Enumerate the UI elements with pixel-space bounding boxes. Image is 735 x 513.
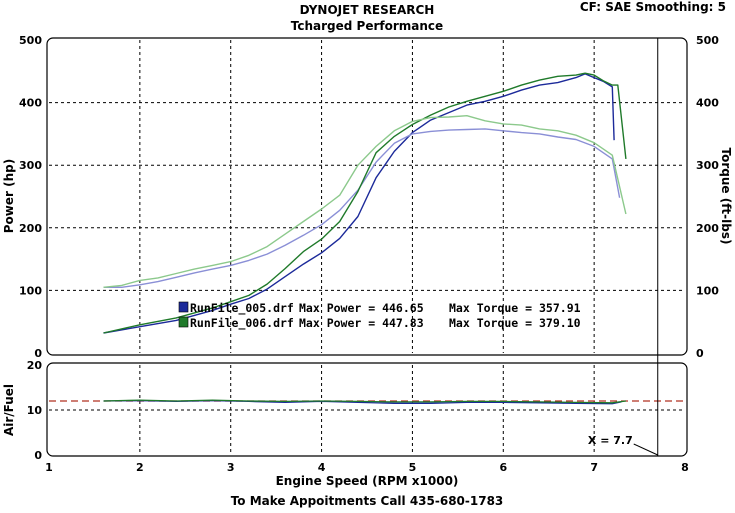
legend-file-run5: RunFile_005.drf — [190, 301, 294, 316]
legend-max-power-run6: Max Power = 447.83 — [299, 316, 424, 330]
x-axis-label: Engine Speed (RPM x1000) — [276, 474, 459, 488]
y-tick-label-torque: 100 — [696, 284, 719, 297]
chart-subtitle: Tcharged Performance — [291, 19, 443, 33]
legend-swatch-run6 — [178, 316, 189, 328]
y-tick-label-power: 400 — [19, 97, 42, 110]
power-torque-gridlines — [49, 40, 685, 353]
air-fuel-runfile-006-drf — [103, 399, 626, 404]
legend: RunFile_005.drf Max Power = 446.65 Max T… — [178, 301, 581, 331]
y-tick-label-torque: 400 — [696, 97, 719, 110]
air-fuel-gridlines — [49, 365, 685, 455]
x-tick-label: 1 — [45, 461, 53, 474]
y-tick-label-torque: 0 — [696, 347, 704, 360]
cursor-readout: X = 7.7 — [588, 434, 633, 447]
curve-torque-runfile-006-drf — [103, 115, 627, 288]
x-tick-label: 8 — [681, 461, 689, 474]
legend-swatch-run5 — [178, 301, 189, 313]
x-tick-label: 4 — [318, 461, 326, 474]
legend-max-torque-run5: Max Torque = 357.91 — [449, 301, 581, 315]
y-tick-label-torque: 500 — [696, 34, 719, 47]
power-torque-panel-frame — [46, 37, 688, 356]
rpm-cursor[interactable]: X = 7.7 — [588, 38, 659, 456]
y-tick-label-air-fuel: 10 — [27, 404, 43, 417]
legend-max-torque-run6: Max Torque = 379.10 — [449, 316, 581, 330]
air-fuel-panel-frame — [46, 362, 688, 457]
y-tick-label-power: 0 — [34, 347, 42, 360]
footer-contact: To Make Appoitments Call 435-680-1783 — [231, 494, 504, 508]
y-tick-label-air-fuel: 0 — [34, 449, 42, 462]
x-tick-label: 6 — [499, 461, 507, 474]
y-tick-label-power: 500 — [19, 34, 42, 47]
chart-title: DYNOJET RESEARCH — [300, 3, 435, 17]
y-tick-label-power: 300 — [19, 159, 42, 172]
y-axis-label-power: Power (hp) — [2, 159, 16, 233]
y-tick-label-power: 100 — [19, 284, 42, 297]
x-tick-label: 2 — [136, 461, 144, 474]
x-tick-label: 5 — [409, 461, 417, 474]
y-axis-label-torque: Torque (ft-lbs) — [719, 148, 733, 245]
curve-torque-runfile-005-drf — [103, 128, 621, 288]
y-tick-label-air-fuel: 20 — [27, 359, 43, 372]
y-tick-label-power: 200 — [19, 222, 42, 235]
cursor-pointer-line — [633, 443, 658, 456]
legend-max-power-run5: Max Power = 446.65 — [299, 301, 424, 315]
curve-power-runfile-005-drf — [103, 73, 615, 334]
x-tick-label: 3 — [227, 461, 235, 474]
correction-smoothing-label: CF: SAE Smoothing: 5 — [580, 0, 726, 14]
y-tick-label-torque: 200 — [696, 222, 719, 235]
y-axis-label-air-fuel: Air/Fuel — [2, 384, 16, 436]
y-tick-label-torque: 300 — [696, 159, 719, 172]
legend-file-run6: RunFile_006.drf — [190, 316, 294, 331]
air-fuel-curves — [49, 399, 685, 405]
dyno-curves — [103, 72, 627, 334]
x-tick-label: 7 — [590, 461, 598, 474]
